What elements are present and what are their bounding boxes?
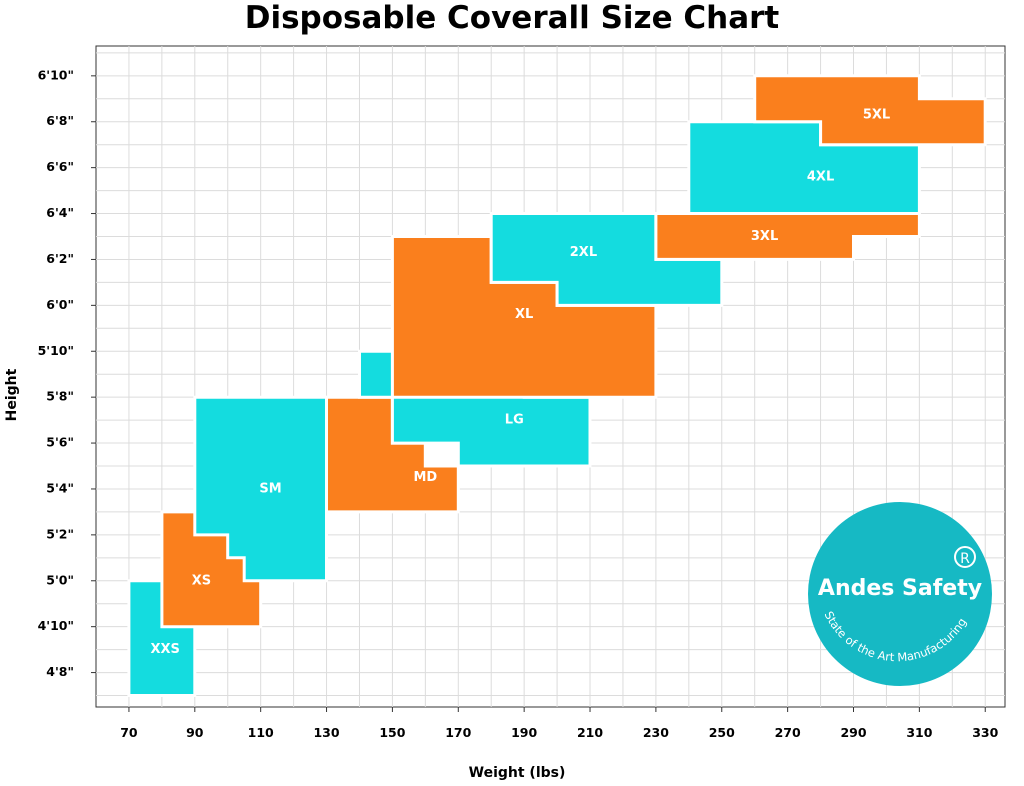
size-label-2xl: 2XL	[570, 245, 597, 260]
x-tick-label: 230	[643, 725, 669, 740]
x-tick-label: 90	[186, 725, 204, 740]
size-region-3xl	[654, 212, 921, 261]
x-tick-label: 170	[445, 725, 471, 740]
andes-safety-logo: R Andes Safety State of the Art Manufact…	[808, 502, 992, 686]
x-tick-label: 330	[972, 725, 998, 740]
x-tick-label: 150	[379, 725, 405, 740]
logo-brand-name: Andes Safety	[817, 576, 983, 601]
x-tick-label: 210	[577, 725, 603, 740]
y-tick-label: 6'4"	[46, 205, 74, 220]
registered-trademark-icon: R	[954, 546, 976, 568]
svg-text:State of the Art Manufacturing: State of the Art Manufacturing	[822, 609, 970, 664]
x-tick-label: 270	[775, 725, 801, 740]
x-tick-label: 130	[313, 725, 339, 740]
x-tick-label: 290	[840, 725, 866, 740]
y-tick-label: 4'8"	[46, 664, 74, 679]
size-label-md: MD	[413, 470, 437, 485]
size-label-4xl: 4XL	[807, 169, 834, 184]
axis-ticks: 70 90 110 130 150 170 190 210 230 250 270 290 310 330…	[38, 67, 999, 740]
x-tick-label: 250	[709, 725, 735, 740]
y-tick-label: 5'2"	[46, 526, 74, 541]
y-tick-label: 6'8"	[46, 113, 74, 128]
size-labels: XXS XS SM MD LG XL 2XL 3XL 4XL 5XL	[150, 107, 890, 657]
size-label-xl: XL	[515, 307, 533, 322]
x-tick-label: 310	[906, 725, 932, 740]
y-tick-label: 4'10"	[38, 618, 74, 633]
size-label-5xl: 5XL	[863, 107, 890, 122]
size-label-sm: SM	[259, 481, 281, 496]
logo-tagline-arc: State of the Art Manufacturing	[822, 609, 970, 664]
y-tick-label: 5'10"	[38, 343, 74, 358]
y-tick-label: 6'2"	[46, 251, 74, 266]
size-region-sm	[193, 395, 328, 583]
size-label-xs: XS	[192, 573, 211, 588]
size-regions	[127, 74, 987, 697]
size-label-xxs: XXS	[150, 642, 179, 657]
y-tick-label: 5'6"	[46, 435, 74, 450]
y-tick-label: 5'0"	[46, 572, 74, 587]
y-tick-label: 6'0"	[46, 297, 74, 312]
y-tick-label: 5'8"	[46, 389, 74, 404]
x-tick-label: 110	[248, 725, 274, 740]
size-region-5xl	[753, 74, 987, 147]
size-label-3xl: 3XL	[751, 229, 778, 244]
x-tick-label: 70	[120, 725, 138, 740]
size-label-lg: LG	[505, 413, 524, 428]
chart-title: Disposable Coverall Size Chart	[244, 0, 780, 36]
y-tick-label: 5'4"	[46, 480, 74, 495]
y-tick-label: 6'6"	[46, 159, 74, 174]
y-tick-label: 6'10"	[38, 67, 74, 82]
x-tick-label: 190	[511, 725, 537, 740]
logo-tagline: State of the Art Manufacturing	[822, 609, 970, 664]
x-axis-label: Weight (lbs)	[468, 765, 566, 781]
y-axis-label: Height	[4, 368, 20, 422]
